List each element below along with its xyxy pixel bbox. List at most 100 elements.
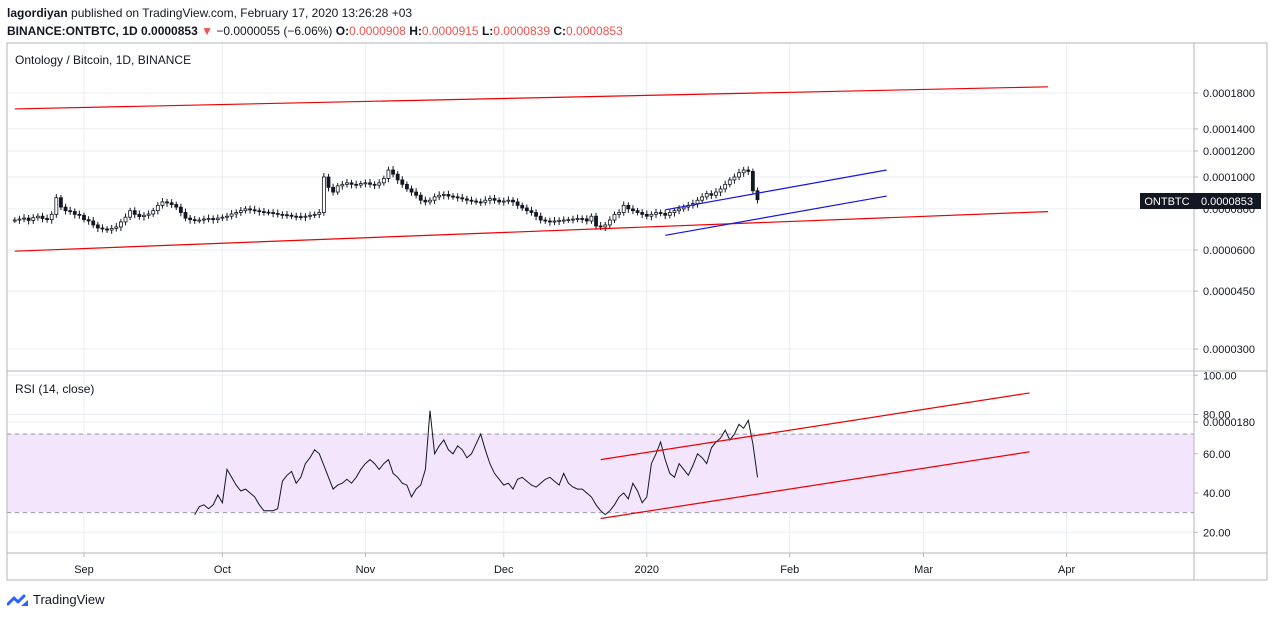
tradingview-logo[interactable]: TradingView xyxy=(7,592,105,607)
rsi-line[interactable] xyxy=(194,410,758,516)
candle-up xyxy=(229,213,234,217)
price-tick-label: 0.0001400 xyxy=(1203,124,1255,136)
rsi-lower xyxy=(600,451,1030,520)
candle-up xyxy=(607,219,612,226)
candle-down xyxy=(400,179,405,185)
candle-up xyxy=(119,221,123,228)
price-tick-label: 0.0001200 xyxy=(1203,146,1255,158)
candle-up xyxy=(649,213,654,217)
candle-up xyxy=(146,213,151,216)
candle-down xyxy=(658,212,663,214)
candle-up xyxy=(49,213,54,221)
candle-down xyxy=(594,215,598,227)
symbol-line: BINANCE:ONTBTC, 1D xyxy=(7,24,138,38)
price-tag-value: 0.0000853 xyxy=(1201,196,1253,208)
candle-down xyxy=(137,213,142,217)
candle-up xyxy=(566,219,571,222)
rsi-tick-label: 60.00 xyxy=(1203,449,1231,461)
candle-down xyxy=(423,199,428,203)
time-tick-label: Mar xyxy=(914,564,933,576)
down-arrow-icon: ▼ xyxy=(201,24,213,38)
candle-down xyxy=(414,191,419,196)
candle-up xyxy=(206,218,211,220)
candle-up xyxy=(303,215,308,218)
candle-down xyxy=(100,227,105,230)
candle-down xyxy=(280,213,285,216)
candle-up xyxy=(483,199,488,203)
candle-down xyxy=(497,199,502,203)
open-value: 0.0000908 xyxy=(349,24,406,38)
candle-down xyxy=(626,204,631,210)
candle-down xyxy=(395,173,400,181)
candle-down xyxy=(262,211,266,213)
candle-up xyxy=(488,198,492,201)
candle-down xyxy=(515,201,520,206)
close-value: 0.0000853 xyxy=(566,24,623,38)
candle-up xyxy=(561,219,566,222)
candle-up xyxy=(31,217,36,221)
time-tick-label: Sep xyxy=(74,564,94,576)
candle-down xyxy=(644,213,649,217)
open-label: O: xyxy=(335,24,350,38)
candle-up xyxy=(557,220,562,222)
rsi-axis[interactable]: 100.00 80.00 60.00 40.00 20.00 xyxy=(1194,370,1237,539)
candle-down xyxy=(474,200,478,203)
candle-down xyxy=(520,204,525,209)
candle-down xyxy=(464,198,469,201)
time-tick-label: Dec xyxy=(494,564,514,576)
close-label: C: xyxy=(553,24,567,38)
candle-down xyxy=(534,212,538,217)
candle-up xyxy=(215,217,220,221)
candlestick-series[interactable] xyxy=(12,166,760,234)
tradingview-brand: TradingView xyxy=(33,592,105,607)
candle-up xyxy=(732,176,737,181)
candle-down xyxy=(59,197,63,208)
candle-up xyxy=(571,218,575,221)
candle-down xyxy=(188,217,192,221)
candle-up xyxy=(151,210,156,215)
time-tick-label: Feb xyxy=(780,564,799,576)
author-name[interactable]: lagordiyan xyxy=(7,6,68,20)
candle-up xyxy=(238,210,243,213)
price-tick-label: 0.0000600 xyxy=(1203,245,1255,257)
candle-down xyxy=(543,219,548,222)
time-axis[interactable]: Sep Oct Nov Dec 2020 Feb Mar Apr xyxy=(74,553,1075,576)
last-price: 0.0000853 xyxy=(141,24,198,38)
price-trendlines[interactable] xyxy=(14,86,1049,252)
candle-up xyxy=(54,197,59,215)
candle-up xyxy=(312,213,317,216)
lower-long-trendline xyxy=(14,210,1049,252)
chart-canvas[interactable]: 0.0001800 0.0001400 0.0001200 0.0001000 0.00… xyxy=(0,0,1274,590)
tradingview-logo-icon xyxy=(7,594,28,606)
candle-up xyxy=(501,200,506,203)
candle-up xyxy=(441,194,446,196)
candle-up xyxy=(437,194,442,198)
candle-up xyxy=(123,216,128,223)
price-tick-label: 0.0001800 xyxy=(1203,88,1255,100)
candle-down xyxy=(289,214,294,217)
candle-down xyxy=(275,213,280,215)
candle-up xyxy=(386,169,391,179)
candle-down xyxy=(95,224,100,229)
price-tag-value-bg xyxy=(1194,193,1261,209)
candle-up xyxy=(225,215,229,218)
candle-up xyxy=(428,199,432,203)
candle-up xyxy=(345,182,349,185)
candle-down xyxy=(72,211,77,215)
candle-down xyxy=(746,169,751,172)
candle-down xyxy=(640,212,645,215)
candle-up xyxy=(114,226,119,229)
candle-up xyxy=(155,204,160,212)
candle-down xyxy=(524,207,529,212)
candle-down xyxy=(294,215,299,218)
candle-down xyxy=(77,213,82,216)
rsi-trendlines[interactable] xyxy=(600,392,1030,520)
candle-up xyxy=(575,218,580,220)
candle-down xyxy=(529,210,534,213)
candle-down xyxy=(266,211,271,214)
candle-up xyxy=(128,210,133,218)
rsi-upper xyxy=(600,392,1030,461)
candle-up xyxy=(714,191,718,196)
candle-up xyxy=(723,183,728,190)
candle-down xyxy=(86,219,91,222)
